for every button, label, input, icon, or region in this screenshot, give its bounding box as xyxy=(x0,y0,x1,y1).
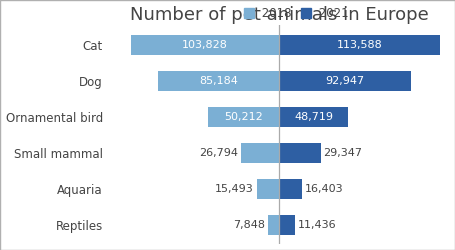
Text: 50,212: 50,212 xyxy=(224,112,263,122)
Text: 48,719: 48,719 xyxy=(294,112,333,122)
Bar xyxy=(207,107,279,127)
Bar xyxy=(279,215,295,234)
Text: 29,347: 29,347 xyxy=(324,148,363,158)
Text: 85,184: 85,184 xyxy=(199,76,238,86)
Bar xyxy=(279,71,411,91)
Text: 11,436: 11,436 xyxy=(298,220,337,230)
Text: 103,828: 103,828 xyxy=(182,40,228,50)
Bar xyxy=(279,143,321,163)
Bar xyxy=(268,215,279,234)
Title: Number of pet animals in Europe: Number of pet animals in Europe xyxy=(130,6,428,24)
Text: 7,848: 7,848 xyxy=(233,220,265,230)
Bar xyxy=(131,35,279,55)
Text: 15,493: 15,493 xyxy=(215,184,254,194)
Text: 26,794: 26,794 xyxy=(199,148,238,158)
Bar xyxy=(279,35,440,55)
Text: 113,588: 113,588 xyxy=(337,40,383,50)
Bar xyxy=(257,179,279,199)
Bar xyxy=(241,143,279,163)
Legend:  2018,  2021: 2018, 2021 xyxy=(239,2,353,25)
Bar xyxy=(279,179,302,199)
Text: 92,947: 92,947 xyxy=(325,76,364,86)
Bar xyxy=(158,71,279,91)
Text: 16,403: 16,403 xyxy=(305,184,344,194)
Bar xyxy=(279,107,348,127)
